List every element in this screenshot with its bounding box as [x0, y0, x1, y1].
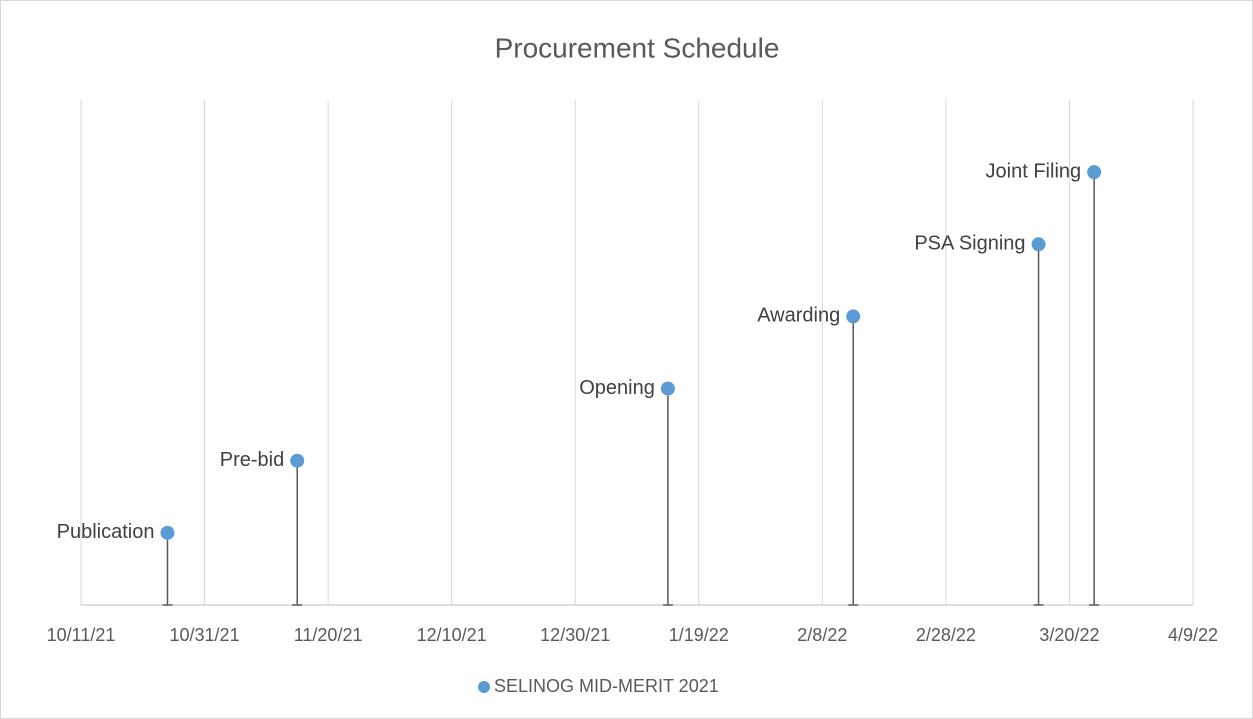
- x-tick-label: 12/30/21: [540, 625, 610, 645]
- x-tick-label: 11/20/21: [294, 625, 363, 645]
- point: [160, 525, 175, 540]
- point-label: Opening: [579, 377, 655, 399]
- point: [1087, 165, 1102, 180]
- x-tick-label: 10/11/21: [47, 625, 116, 645]
- point-label: Joint Filing: [986, 160, 1082, 182]
- point: [1031, 237, 1046, 252]
- point: [290, 453, 305, 468]
- x-tick-label: 1/19/22: [669, 625, 729, 645]
- point-label: PSA Signing: [914, 233, 1025, 255]
- point-label: Pre-bid: [220, 449, 284, 471]
- x-tick-label: 10/31/21: [170, 625, 240, 645]
- chart-title: Procurement Schedule: [495, 32, 780, 63]
- x-tick-label: 4/9/22: [1168, 625, 1218, 645]
- point-label: Awarding: [757, 305, 840, 327]
- legend-marker: [478, 681, 490, 693]
- x-tick-label: 12/10/21: [417, 625, 487, 645]
- point-label: Publication: [57, 521, 155, 543]
- x-tick-label: 3/20/22: [1039, 625, 1099, 645]
- x-tick-label: 2/28/22: [916, 625, 976, 645]
- point: [846, 309, 861, 324]
- point: [660, 381, 675, 396]
- legend-label: SELINOG MID-MERIT 2021: [494, 676, 719, 696]
- x-tick-label: 2/8/22: [797, 625, 847, 645]
